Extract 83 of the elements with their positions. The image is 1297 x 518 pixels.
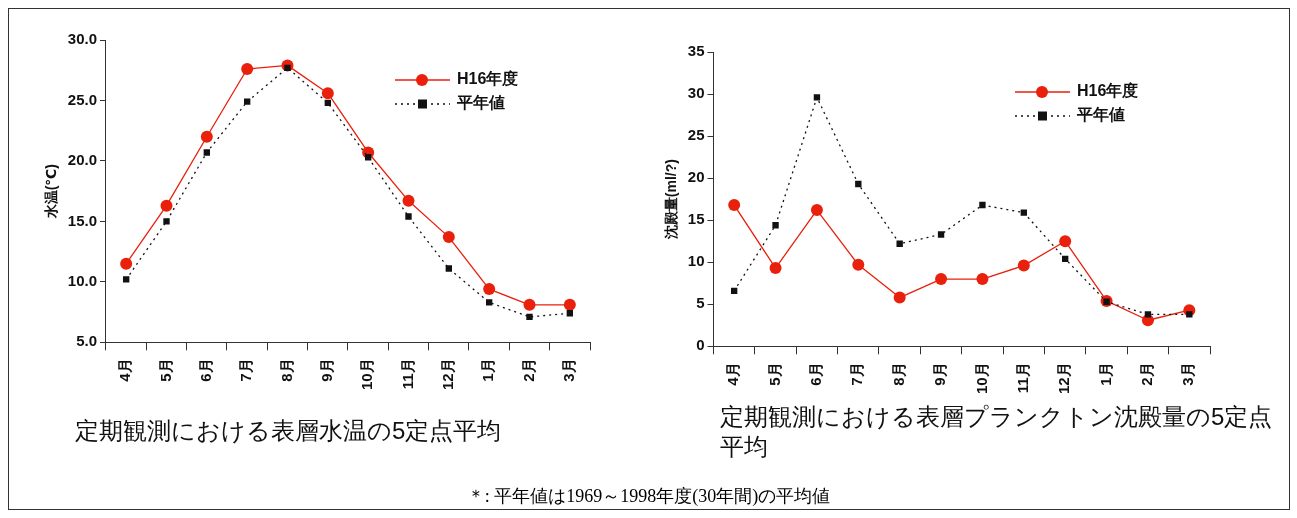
y-tick-label: 15.0 (67, 211, 97, 229)
y-tick-label: 10.0 (67, 271, 97, 289)
point (122, 276, 130, 283)
legend-label: 平年値 (1076, 106, 1125, 124)
x-tick-label: 3月 (1179, 362, 1197, 386)
point (485, 299, 493, 306)
point (163, 218, 170, 225)
x-tick-label: 2月 (519, 358, 537, 382)
x-tick-label: 5月 (765, 362, 783, 386)
point (405, 213, 412, 220)
point (200, 130, 213, 143)
point (1186, 311, 1193, 318)
point (769, 262, 782, 275)
point (810, 204, 823, 217)
point (483, 283, 496, 296)
x-tick-label: 1月 (1096, 362, 1114, 386)
x-tick-label: 11月 (1013, 362, 1031, 394)
x-tick-label: 12月 (1055, 362, 1073, 394)
x-tick-label: 7月 (237, 358, 255, 382)
point (1059, 235, 1072, 248)
y-tick-label: 20 (687, 168, 705, 186)
point (442, 231, 455, 244)
x-tick-label: 6月 (807, 362, 825, 386)
x-tick-label: 4月 (116, 358, 134, 382)
point (935, 273, 948, 286)
point (1017, 259, 1030, 272)
y-tick-label: 10 (687, 252, 705, 270)
x-tick-label: 9月 (317, 358, 335, 382)
x-tick-label: 7月 (848, 362, 866, 386)
y-tick-label: 5.0 (76, 332, 97, 350)
x-tick-label: 8月 (277, 358, 295, 382)
x-tick-label: 4月 (724, 362, 742, 386)
point (160, 199, 173, 212)
y-tick-label: 30.0 (67, 30, 97, 48)
text: 定期観測における表層プランクトン沈殿量の5定点平均 (720, 402, 1274, 462)
x-tick-label: 5月 (156, 358, 174, 382)
point (243, 98, 251, 105)
y-tick-label: 30 (687, 84, 705, 102)
y-tick-label: 25.0 (67, 90, 97, 108)
point (120, 257, 133, 270)
point (893, 291, 906, 304)
x-tick-label: 2月 (1138, 362, 1156, 386)
x-tick-label: 6月 (196, 358, 214, 382)
point (976, 273, 989, 286)
x-tick-label: 10月 (972, 362, 990, 394)
text: 定期観測における表層水温の5定点平均 (75, 416, 503, 446)
y-tick-label: 20.0 (67, 151, 97, 169)
y-axis-title: 沈殿量(ml/?) (663, 159, 680, 241)
legend-label: H16年度 (457, 69, 519, 88)
point (203, 149, 211, 156)
point (855, 180, 862, 188)
point (241, 63, 254, 76)
y-tick-label: 35 (687, 42, 705, 60)
point (445, 265, 453, 272)
point (402, 194, 415, 207)
legend-label: 平年値 (456, 94, 505, 112)
x-tick-label: 3月 (559, 358, 577, 382)
point (523, 298, 536, 311)
point (1144, 311, 1152, 318)
point (852, 258, 865, 271)
text: ＊: 平年値は1969～1998年度(30年間)の平均値 (465, 485, 832, 508)
point (979, 201, 986, 209)
point (896, 240, 903, 247)
point (563, 298, 576, 311)
x-tick-label: 11月 (398, 358, 416, 390)
y-tick-label: 5 (696, 294, 705, 312)
x-tick-label: 10月 (358, 358, 376, 390)
point (321, 87, 334, 100)
point (728, 199, 741, 212)
x-tick-label: 8月 (889, 362, 907, 386)
x-tick-label: 9月 (931, 362, 949, 386)
point (937, 231, 945, 238)
y-tick-label: 0 (696, 336, 705, 354)
y-tick-label: 25 (687, 126, 705, 144)
x-tick-label: 1月 (479, 358, 497, 382)
point (813, 94, 821, 101)
y-tick-label: 15 (687, 210, 705, 228)
legend-label: H16年度 (1077, 81, 1139, 100)
point (772, 222, 779, 229)
x-tick-label: 12月 (438, 358, 456, 390)
point (1020, 209, 1027, 216)
point (526, 313, 533, 321)
y-axis-title: 水温(℃) (43, 164, 60, 220)
